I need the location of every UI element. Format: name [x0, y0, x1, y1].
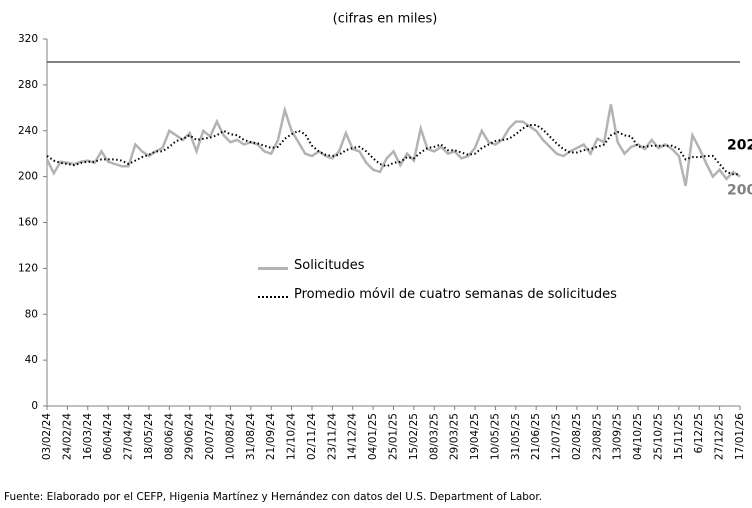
- legend-item: Solicitudes: [258, 258, 658, 273]
- x-tick-label: 6/12/25: [693, 413, 705, 453]
- y-tick-label: 280: [18, 79, 38, 91]
- x-tick-label: 20/07/24: [204, 413, 216, 460]
- x-tick-label: 29/03/25: [449, 413, 461, 460]
- x-tick-label: 12/10/24: [286, 413, 298, 460]
- series-line: [45, 104, 741, 187]
- x-tick-label: 04/10/25: [632, 413, 644, 460]
- end-label: 200: [727, 183, 752, 199]
- x-tick-label: 06/04/24: [102, 413, 114, 460]
- x-tick-label: 16/03/24: [82, 413, 94, 460]
- y-tick-label: 320: [18, 33, 38, 45]
- x-tick-label: 29/06/24: [184, 413, 196, 460]
- x-tick-label: 19/04/25: [469, 413, 481, 460]
- x-tick-label: 18/05/24: [143, 413, 155, 460]
- x-tick-label: 04/01/25: [367, 413, 379, 460]
- legend-swatch: [258, 267, 288, 270]
- x-tick-label: 21/06/25: [530, 413, 542, 460]
- x-tick-label: 03/02/24: [41, 413, 53, 460]
- y-tick-label: 160: [18, 217, 38, 229]
- x-tick-label: 27/04/24: [123, 413, 135, 460]
- x-tick-label: 27/12/25: [714, 413, 726, 460]
- end-label: 202: [727, 137, 752, 153]
- x-tick-label: 15/11/25: [673, 413, 685, 460]
- x-tick-label: 10/05/25: [489, 413, 501, 460]
- y-tick-label: 0: [31, 400, 38, 412]
- x-tick-label: 17/01/26: [734, 413, 746, 460]
- x-tick-label: 02/08/25: [571, 413, 583, 460]
- x-tick-label: 24/02/24: [61, 413, 73, 460]
- x-tick-label: 25/10/25: [652, 413, 664, 460]
- legend-label: Promedio móvil de cuatro semanas de soli…: [294, 287, 617, 302]
- y-tick-label: 40: [25, 354, 38, 366]
- x-tick-label: 12/07/25: [551, 413, 563, 460]
- source-note: Fuente: Elaborado por el CEFP, Higenia M…: [4, 491, 542, 503]
- x-tick-label: 08/06/24: [163, 413, 175, 460]
- y-tick-label: 80: [25, 308, 38, 320]
- y-tick-label: 200: [18, 171, 38, 183]
- x-tick-label: 14/12/24: [347, 413, 359, 460]
- x-tick-label: 08/03/25: [428, 413, 440, 460]
- legend: Solicitudes Promedio móvil de cuatro sema…: [258, 258, 658, 316]
- chart-subtitle: (cifras en miles): [333, 12, 438, 27]
- y-tick-label: 120: [18, 262, 38, 274]
- x-tick-label: 10/08/24: [224, 413, 236, 460]
- x-tick-label: 15/02/25: [408, 413, 420, 460]
- legend-label: Solicitudes: [294, 258, 365, 273]
- y-tick-label: 240: [18, 125, 38, 137]
- x-tick-label: 02/11/24: [306, 413, 318, 460]
- legend-swatch: [258, 296, 288, 298]
- x-tick-label: 31/08/24: [245, 413, 257, 460]
- x-tick-label: 31/05/25: [510, 413, 522, 460]
- legend-item: Promedio móvil de cuatro semanas de soli…: [258, 287, 658, 302]
- x-tick-label: 25/01/25: [388, 413, 400, 460]
- x-tick-label: 23/11/24: [326, 413, 338, 460]
- x-tick-label: 23/08/25: [591, 413, 603, 460]
- x-tick-label: 13/09/25: [612, 413, 624, 460]
- x-tick-label: 21/09/24: [265, 413, 277, 460]
